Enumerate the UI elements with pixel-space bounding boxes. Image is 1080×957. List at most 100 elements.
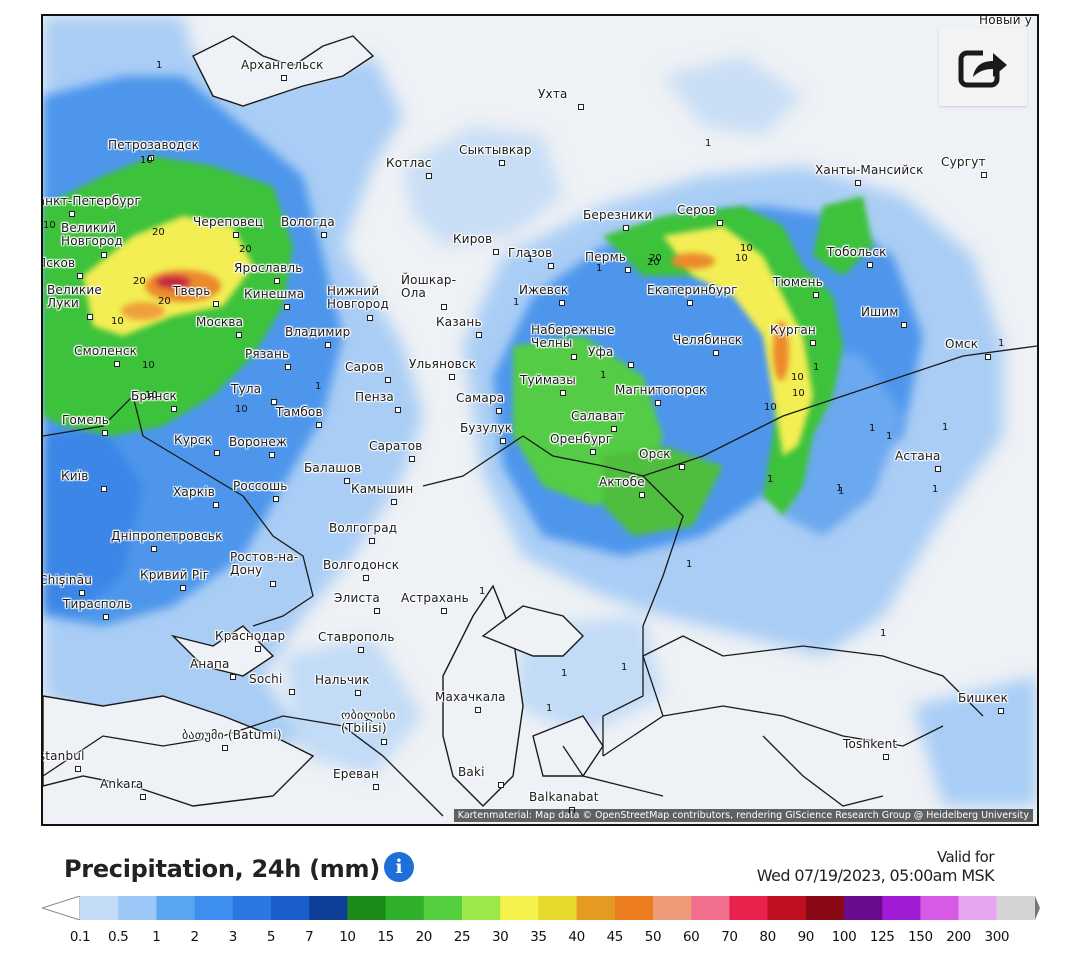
city-marker: [655, 400, 661, 406]
city-label: Тирасполь: [63, 597, 132, 611]
precip-value-label: 1: [527, 254, 534, 265]
city-label: Россошь: [233, 479, 288, 493]
scale-swatch: [232, 896, 272, 920]
city-marker: [639, 492, 645, 498]
city-marker: [358, 647, 364, 653]
scale-tick-label: 50: [644, 929, 662, 945]
city-marker: [426, 173, 432, 179]
city-label: Тобольск: [827, 245, 887, 259]
city-marker: [75, 766, 81, 772]
scale-tick-label: 2: [190, 929, 199, 945]
city-marker: [222, 745, 228, 751]
city-marker: [855, 180, 861, 186]
city-marker: [548, 263, 554, 269]
city-marker: [449, 374, 455, 380]
city-label: Пермь: [585, 250, 627, 264]
city-label: Гомель: [62, 413, 110, 427]
city-label: Великие Луки: [47, 283, 102, 310]
precip-value-label: 1: [561, 668, 568, 679]
city-label: Астана: [895, 449, 941, 463]
city-marker: [441, 608, 447, 614]
city-marker: [270, 581, 276, 587]
city-marker: [151, 546, 157, 552]
city-label: Москва: [196, 315, 244, 329]
city-marker: [101, 252, 107, 258]
city-label: Краснодар: [215, 629, 286, 643]
scale-swatch: [958, 896, 998, 920]
city-label: Ижевск: [519, 283, 569, 297]
city-label: Владимир: [285, 325, 351, 339]
scale-tick-label: 5: [266, 929, 276, 945]
valid-for-label: Valid for: [936, 848, 995, 866]
city-label: Глазов: [508, 246, 553, 260]
scale-tick-label: 45: [606, 929, 624, 945]
scale-tick-label: 7: [305, 929, 314, 945]
valid-time: Wed 07/19/2023, 05:00am MSK: [756, 866, 995, 885]
city-label: Серов: [677, 203, 716, 217]
city-label: Орск: [639, 447, 671, 461]
precip-value-label: 10: [792, 388, 805, 399]
scale-tick-label: 15: [377, 929, 394, 945]
city-marker: [284, 304, 290, 310]
city-label: Кинешма: [244, 287, 305, 301]
city-marker: [625, 267, 631, 273]
precip-value-label: 10: [791, 372, 804, 383]
precip-value-label: 20: [649, 253, 662, 264]
city-label: İstanbul: [43, 749, 85, 763]
city-label: Вологда: [281, 215, 335, 229]
city-marker: [373, 784, 379, 790]
city-marker: [374, 608, 380, 614]
share-button[interactable]: [939, 28, 1027, 106]
city-label: Ухта: [538, 87, 568, 101]
city-marker: [213, 502, 219, 508]
info-icon[interactable]: i: [384, 852, 414, 882]
city-label: Сургут: [941, 155, 986, 169]
precip-value-label: 1: [479, 586, 486, 597]
city-label: Балашов: [304, 461, 362, 475]
city-marker: [391, 499, 397, 505]
city-marker: [590, 449, 596, 455]
scale-swatch: [271, 896, 310, 920]
precip-value-label: 1: [838, 486, 845, 497]
city-label: Анапа: [190, 657, 230, 671]
color-scale-ticks: 0.1 0.5 1 2 3 5 7 10 15 20 25 30 35 40 45 50 60 70 80 90 100…: [0, 929, 1080, 947]
scale-tick-label: 70: [721, 929, 738, 945]
city-label: Рязань: [245, 347, 290, 361]
precip-value-label: 1: [705, 138, 712, 149]
city-marker: [369, 538, 375, 544]
city-marker: [213, 301, 219, 307]
city-label: Йошкар- Ола: [401, 273, 457, 300]
scale-max-arrow: [1035, 896, 1040, 920]
scale-swatch: [423, 896, 463, 920]
scale-swatch: [156, 896, 196, 920]
precip-value-label: 1: [513, 297, 520, 308]
city-label: Туймазы: [520, 373, 576, 387]
precip-value-label: 1: [767, 474, 774, 485]
city-marker: [493, 249, 499, 255]
city-marker: [496, 408, 502, 414]
scale-swatch: [500, 896, 539, 920]
precipitation-map[interactable]: [43, 16, 1037, 824]
legend-title: Precipitation, 24h (mm): [64, 855, 380, 883]
precip-value-label: 1: [869, 423, 876, 434]
scale-tick-label: 0.1: [69, 929, 91, 945]
city-marker: [363, 575, 369, 581]
city-label: Бузулук: [460, 421, 513, 435]
city-label: Казань: [436, 315, 482, 329]
city-label: Екатеринбург: [647, 283, 738, 297]
city-label: Челябинск: [673, 333, 743, 347]
precip-value-label: 1: [546, 703, 553, 714]
scale-tick-label: 30: [491, 929, 509, 945]
city-marker: [611, 426, 617, 432]
scale-swatch: [767, 896, 807, 920]
precip-value-label: 10: [764, 402, 777, 413]
precip-value-label: 20: [152, 227, 165, 238]
map-frame[interactable]: Архангельск Ухта Петрозаводск Котлас Сыктывк…: [41, 14, 1039, 826]
precip-value-label: 20: [133, 276, 146, 287]
city-label: Ankara: [100, 777, 144, 791]
city-marker: [578, 104, 584, 110]
city-marker: [499, 160, 505, 166]
precip-value-label: 10: [140, 155, 153, 166]
city-marker: [101, 486, 107, 492]
city-marker: [810, 340, 816, 346]
